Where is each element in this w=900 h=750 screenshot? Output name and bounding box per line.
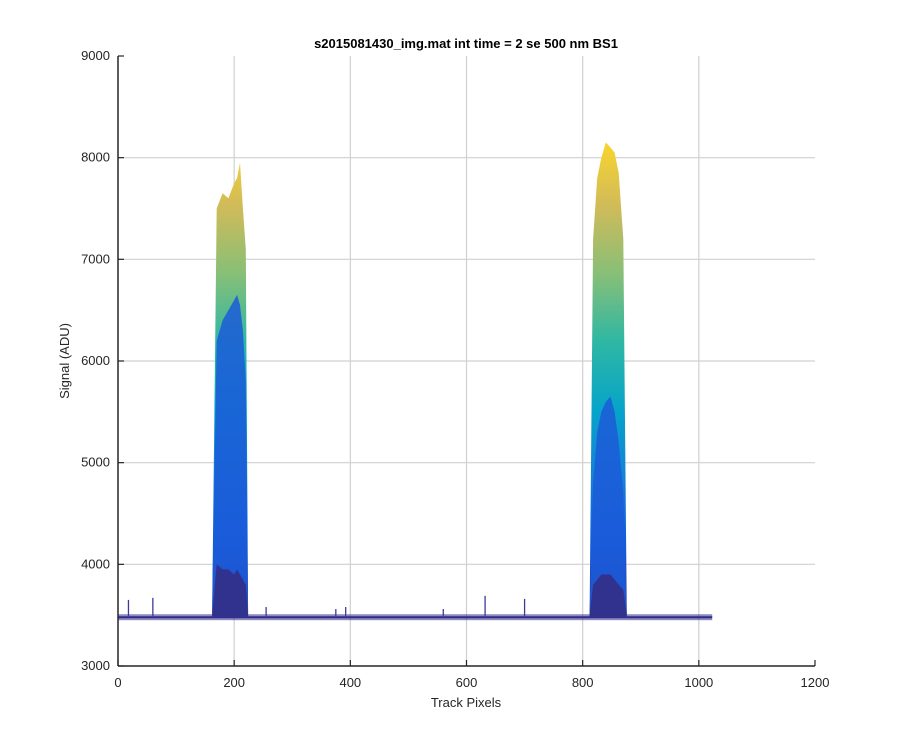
peak-low-envelope — [589, 574, 627, 618]
y-tick-label: 9000 — [81, 48, 110, 63]
peak-low-envelope — [212, 564, 249, 618]
peak-1 — [212, 162, 249, 618]
y-tick-label: 7000 — [81, 251, 110, 266]
y-tick-label: 3000 — [81, 658, 110, 673]
y-axis-label: Signal (ADU) — [57, 323, 72, 399]
x-tick-label: 200 — [223, 675, 245, 690]
x-tick-label: 400 — [339, 675, 361, 690]
data-layer — [118, 142, 713, 621]
peak-mid-envelope — [212, 294, 249, 618]
y-tick-label: 8000 — [81, 150, 110, 165]
x-tick-label: 0 — [114, 675, 121, 690]
peak-2 — [589, 142, 627, 618]
peak-mid-envelope — [589, 396, 627, 618]
y-tick-label: 5000 — [81, 455, 110, 470]
axes — [117, 55, 816, 667]
y-tick-label: 6000 — [81, 353, 110, 368]
chart-title: s2015081430_img.mat int time = 2 se 500 … — [314, 36, 618, 51]
x-tick-label: 1200 — [801, 675, 830, 690]
y-tick-label: 4000 — [81, 556, 110, 571]
x-tick-label: 600 — [456, 675, 478, 690]
tick-labels: 0 200 400 600 800 1000 1200 3000 4000 5000 6000 700… — [81, 48, 829, 690]
x-tick-label: 1000 — [684, 675, 713, 690]
x-tick-label: 800 — [572, 675, 594, 690]
x-axis-label: Track Pixels — [431, 695, 502, 710]
